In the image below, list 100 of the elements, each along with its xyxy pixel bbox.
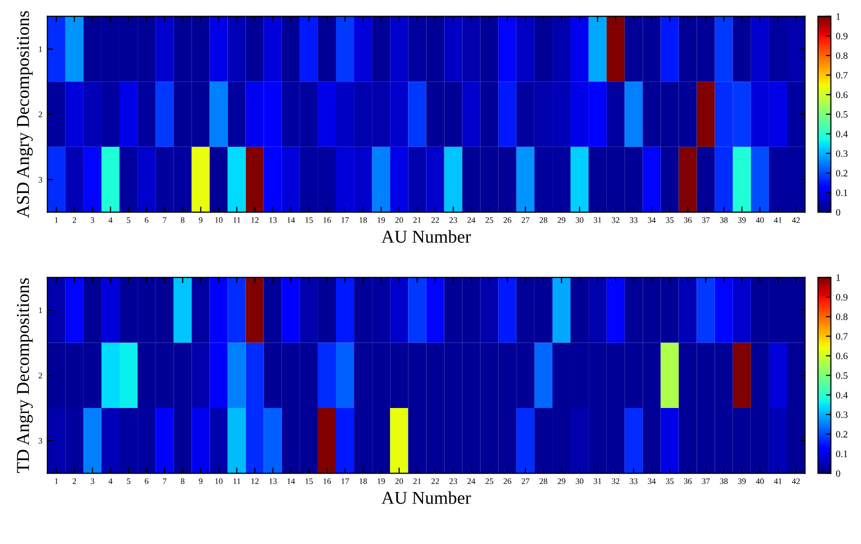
- x-tick-label: 5: [126, 478, 130, 484]
- x-tick-label: 24: [467, 478, 476, 484]
- x-tick-label: 26: [504, 478, 512, 484]
- x-tick-label: 19: [378, 217, 385, 223]
- color-bar-label: 0.1: [836, 189, 848, 196]
- x-tick-label: 19: [378, 478, 385, 484]
- x-tick-label: 6: [144, 217, 148, 223]
- x-tick-label: 10: [215, 478, 223, 484]
- color-bar-label: 0.1: [836, 450, 848, 458]
- x-tick-label: 39: [738, 478, 746, 484]
- color-bar-label: 0.2: [836, 170, 848, 177]
- x-tick-label: 9: [198, 217, 202, 223]
- x-tick-label: 23: [449, 478, 458, 484]
- x-tick-label: 16: [324, 478, 331, 484]
- x-tick-label: 40: [756, 217, 764, 223]
- y-tick-label: 1: [39, 307, 42, 313]
- x-tick-label: 7: [163, 217, 166, 223]
- x-tick-label: 42: [792, 217, 800, 223]
- color-bar-label: 0.4: [836, 130, 848, 138]
- color-bar-label: 0.6: [836, 352, 848, 360]
- y-tick-label: 3: [38, 438, 42, 444]
- x-tick-label: 34: [648, 217, 656, 223]
- x-tick-label: 31: [594, 478, 602, 484]
- x-tick-label: 3: [90, 478, 94, 484]
- x-tick-label: 30: [576, 478, 584, 484]
- color-bar-label: 0.2: [836, 431, 848, 438]
- x-tick-label: 16: [324, 217, 331, 223]
- x-tick-label: 20: [395, 478, 403, 484]
- x-tick-label: 32: [612, 217, 620, 223]
- x-tick-label: 17: [342, 478, 349, 484]
- x-tick-label: 23: [449, 217, 458, 223]
- color-bar-label: 0.8: [836, 314, 848, 320]
- color-bar-label: 0.6: [836, 92, 848, 98]
- x-tick-label: 22: [431, 478, 439, 484]
- x-tick-label: 11: [234, 217, 240, 223]
- color-bar-label: 0.3: [836, 411, 848, 418]
- x-tick-label: 14: [287, 217, 295, 223]
- x-tick-label: 41: [774, 478, 782, 484]
- color-bar-label: 0.4: [836, 392, 848, 398]
- x-tick-label: 17: [342, 217, 349, 223]
- x-tick-label: 36: [684, 478, 692, 484]
- x-tick-label: 33: [630, 478, 638, 484]
- x-tick-label: 12: [251, 478, 259, 484]
- x-tick-label: 41: [774, 217, 782, 223]
- x-tick-label: 4: [108, 478, 112, 484]
- x-tick-label: 9: [198, 478, 202, 484]
- x-axis-title: AU Number: [381, 230, 471, 243]
- x-tick-label: 6: [144, 478, 148, 484]
- x-tick-label: 2: [72, 217, 76, 223]
- x-tick-label: 11: [234, 478, 240, 484]
- x-tick-label: 29: [558, 478, 566, 484]
- y-tick-label: 1: [39, 46, 42, 52]
- color-bar-label: 0.7: [836, 72, 848, 79]
- x-tick-label: 32: [612, 478, 620, 484]
- x-tick-label: 27: [522, 478, 530, 484]
- x-tick-label: 35: [666, 217, 674, 223]
- x-tick-label: 1: [55, 478, 58, 484]
- x-tick-label: 18: [360, 478, 367, 484]
- x-tick-label: 24: [467, 217, 476, 223]
- color-bar-label: 0.7: [836, 333, 848, 340]
- x-tick-label: 13: [269, 217, 277, 223]
- x-tick-label: 30: [576, 217, 584, 223]
- color-bar-label: 0: [836, 470, 840, 477]
- x-tick-label: 37: [702, 478, 710, 484]
- x-tick-label: 28: [540, 478, 548, 484]
- x-tick-label: 7: [163, 478, 166, 484]
- y-tick-label: 2: [38, 372, 42, 378]
- x-tick-label: 39: [738, 217, 746, 223]
- x-tick-label: 26: [504, 217, 512, 223]
- x-tick-label: 28: [540, 217, 548, 223]
- x-tick-label: 3: [90, 217, 94, 223]
- x-tick-label: 35: [666, 478, 674, 484]
- color-bar-label: 0.3: [836, 150, 848, 157]
- x-tick-label: 22: [431, 217, 439, 223]
- x-tick-label: 4: [108, 217, 112, 223]
- x-tick-label: 15: [306, 217, 313, 223]
- x-tick-label: 37: [702, 217, 710, 223]
- x-tick-label: 10: [215, 217, 223, 223]
- y-axis-title: TD Angry Decompositions: [16, 278, 33, 473]
- x-tick-label: 25: [486, 478, 494, 484]
- color-bar-label: 0.9: [836, 294, 848, 301]
- color-bar-label: 1: [836, 13, 840, 20]
- color-bar-label: 0.9: [836, 32, 848, 40]
- x-tick-label: 27: [522, 217, 530, 223]
- x-tick-label: 36: [684, 217, 692, 223]
- y-tick-label: 3: [38, 176, 42, 182]
- x-tick-label: 8: [180, 478, 184, 484]
- x-tick-label: 25: [486, 217, 494, 223]
- y-tick-label: 2: [38, 112, 42, 118]
- y-axis-title: ASD Angry Decompositions: [16, 11, 33, 218]
- x-axis-title: AU Number: [381, 491, 471, 504]
- color-bar-label: 0.5: [836, 111, 848, 118]
- x-tick-label: 2: [72, 478, 76, 484]
- x-tick-label: 18: [360, 217, 367, 223]
- x-tick-label: 8: [180, 217, 184, 223]
- x-tick-label: 21: [413, 217, 421, 223]
- x-tick-label: 20: [395, 217, 403, 223]
- color-bar-label: 1: [836, 274, 840, 281]
- x-tick-label: 13: [269, 478, 277, 484]
- x-tick-label: 33: [630, 217, 638, 223]
